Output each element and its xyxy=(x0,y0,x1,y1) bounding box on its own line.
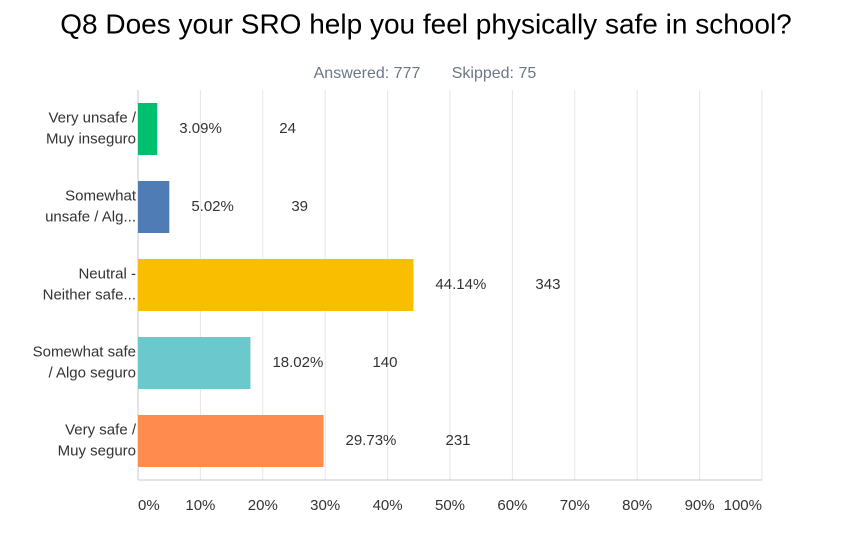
count-label: 24 xyxy=(279,120,296,137)
x-tick-label: 10% xyxy=(185,497,215,514)
value-label: 44.14% xyxy=(435,276,486,293)
x-tick-label: 40% xyxy=(373,497,403,514)
y-tick-label: Muy seguro xyxy=(58,442,136,459)
y-tick-label: Neither safe... xyxy=(43,286,136,303)
subtitle-answered: Answered: 777 xyxy=(314,65,421,82)
x-tick-label: 20% xyxy=(248,497,278,514)
value-label: 29.73% xyxy=(346,432,397,449)
y-tick-label: Somewhat safe xyxy=(33,343,136,360)
bar xyxy=(138,415,324,467)
bar xyxy=(138,103,158,155)
bar xyxy=(138,337,251,389)
x-tick-label: 70% xyxy=(560,497,590,514)
x-tick-label: 50% xyxy=(435,497,465,514)
y-tick-label: unsafe / Alg... xyxy=(45,208,136,225)
x-tick-label: 0% xyxy=(138,497,160,514)
value-label: 5.02% xyxy=(191,198,234,215)
y-tick-label: Neutral - xyxy=(78,265,136,282)
y-tick-label: Muy inseguro xyxy=(46,130,136,147)
count-label: 343 xyxy=(535,276,560,293)
value-label: 18.02% xyxy=(272,354,323,371)
x-tick-label: 90% xyxy=(685,497,715,514)
bar xyxy=(138,181,170,233)
value-label: 3.09% xyxy=(179,120,222,137)
y-tick-label: Very unsafe / xyxy=(48,109,136,126)
count-label: 231 xyxy=(446,432,471,449)
x-tick-label: 30% xyxy=(310,497,340,514)
x-tick-label: 60% xyxy=(497,497,527,514)
subtitle-skipped: Skipped: 75 xyxy=(452,65,537,82)
y-tick-label: / Algo seguro xyxy=(48,364,136,381)
x-tick-label: 80% xyxy=(622,497,652,514)
count-label: 140 xyxy=(372,354,397,371)
chart-title: Q8 Does your SRO help you feel physicall… xyxy=(60,8,792,39)
count-label: 39 xyxy=(291,198,308,215)
y-tick-label: Somewhat xyxy=(65,187,137,204)
bar xyxy=(138,259,414,311)
x-tick-label: 100% xyxy=(724,497,762,514)
y-tick-label: Very safe / xyxy=(65,421,137,438)
